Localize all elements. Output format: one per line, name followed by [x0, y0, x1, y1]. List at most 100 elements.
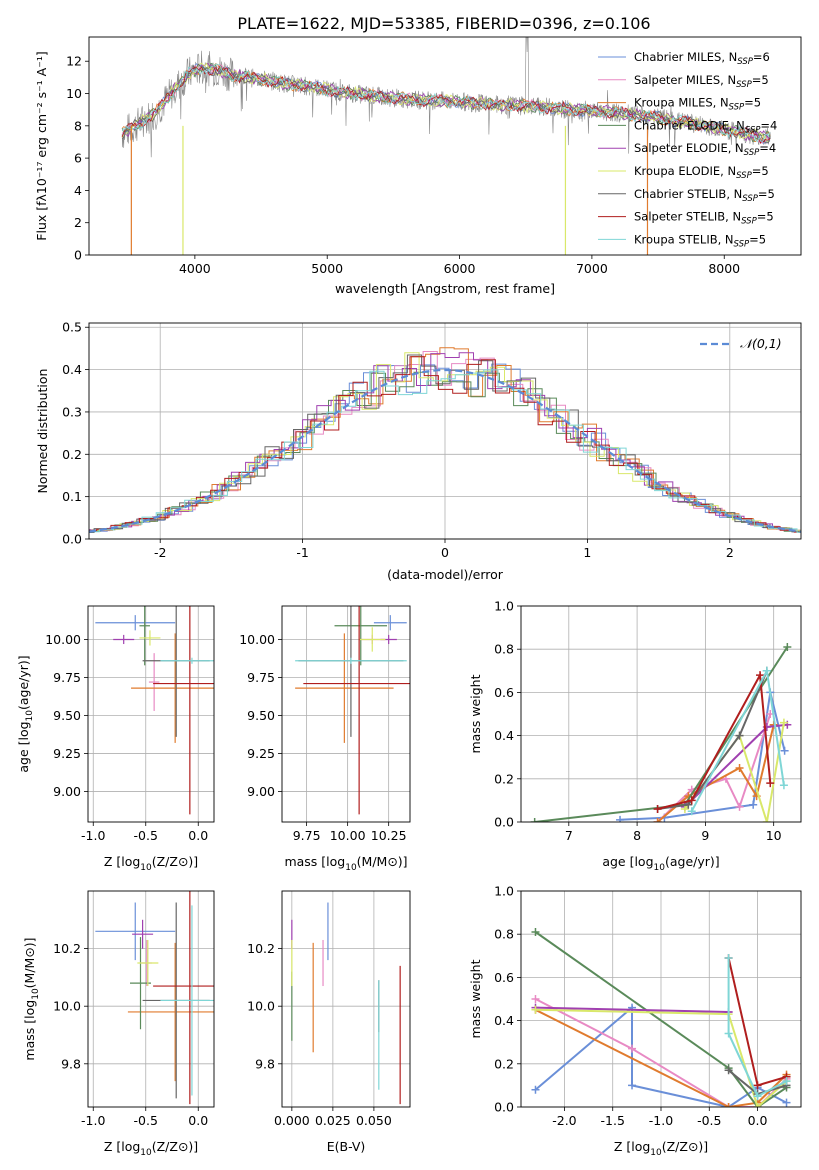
weight-marker [724, 1029, 733, 1038]
legend-entry: Salpeter MILES, NSSP=5 [634, 73, 769, 90]
x-tick-label: 9 [701, 828, 709, 843]
y-tick-label: 12 [66, 54, 82, 69]
y-tick-label: 2 [74, 215, 82, 230]
legend-entry: Salpeter STELIB, NSSP=5 [634, 210, 774, 227]
x-axis-label-base: Z [log [614, 1139, 650, 1154]
y-tick-label: 9.75 [247, 670, 275, 685]
y-tick-label: 4 [74, 183, 82, 198]
series-salpeter-elodie [680, 720, 792, 811]
weight-marker [749, 800, 758, 809]
weight-marker [616, 815, 625, 822]
weight-line [534, 646, 789, 822]
legend-entry-val: =5 [744, 96, 761, 110]
weight-marker [735, 802, 744, 811]
weight-marker [780, 746, 789, 755]
weight-marker [782, 1098, 791, 1107]
legend-entry: Chabrier ELODIE, NSSP=4 [634, 118, 777, 135]
x-tick-label: -1.5 [601, 1113, 625, 1128]
weight-marker [687, 796, 696, 805]
y-tick-label: 9.8 [61, 1056, 81, 1071]
weight-vs-metallicity-panel: -2.0 -1.5 -1.0 -0.5 0.0 0.0 0.2 0.4 0.6 0.8 1.0 Z [… [468, 884, 802, 1158]
x-tick-label: -1.0 [81, 1113, 105, 1128]
weight-line [657, 671, 772, 810]
y-tick-label: 0.6 [494, 685, 514, 700]
weight-marker [653, 805, 662, 814]
series-kroupa-stelib [724, 953, 791, 1101]
weight-marker [762, 666, 771, 675]
y-axis-label-rest: (M/M⊙)] [22, 937, 37, 988]
x-tick-label: -2.0 [552, 1113, 576, 1128]
legend-entry: Chabrier MILES, NSSP=6 [634, 50, 770, 67]
x-axis-label: Z [log10(Z/Z⊙)] [614, 1139, 708, 1158]
errorbar-kroupa-miles [127, 942, 214, 1082]
errorbar-kroupa-miles [295, 633, 394, 743]
x-axis-label-rest: (M/M⊙)] [357, 854, 408, 869]
error-bars [295, 606, 410, 815]
y-tick-label: 0.2 [494, 771, 514, 786]
y-tick-label: 1.0 [494, 599, 514, 614]
y-axis-label-sub: 10 [25, 710, 35, 722]
weight-marker [531, 1085, 540, 1094]
x-tick-label: -0.5 [134, 828, 158, 843]
errorbar-salpeter-stelib [153, 606, 214, 815]
y-tick-label: 9.50 [53, 708, 81, 723]
axes-frame [88, 36, 802, 256]
x-tick-label: 0.000 [274, 1113, 310, 1128]
observed-spectrum [121, 37, 771, 158]
legend-entry-base: Chabrier ELODIE, N [634, 118, 745, 132]
weight-line [534, 1005, 787, 1107]
weight-line [727, 958, 787, 1098]
weight-lines [531, 928, 791, 1107]
legend-entry-sub: SSP [745, 125, 761, 135]
legend-entry-val: =4 [760, 118, 777, 132]
weight-marker [756, 671, 765, 680]
legend-entry-val: =6 [753, 50, 770, 64]
legend-entry-val: =5 [757, 210, 774, 224]
legend-entry: Kroupa STELIB, NSSP=5 [634, 232, 766, 249]
errorbar-kroupa-elodie [359, 627, 386, 652]
weight-marker [531, 1005, 540, 1014]
legend-entry: Chabrier STELIB, NSSP=5 [634, 187, 775, 204]
errorbar-kroupa-stelib [295, 657, 407, 664]
weight-line [535, 1008, 788, 1107]
x-axis-label-base: Z [log [104, 1139, 140, 1154]
y-axis-label: mass [log10(M/M⊙)] [22, 937, 41, 1060]
x-axis-label: Z [log10(Z/Z⊙)] [104, 1139, 198, 1158]
normal-curve [89, 368, 801, 533]
legend-entry-base: Kroupa ELODIE, N [634, 164, 736, 178]
x-tick-label: 1 [583, 545, 591, 560]
axes-frame [88, 322, 802, 540]
legend: Chabrier MILES, NSSP=6 Salpeter MILES, NS… [598, 50, 777, 249]
x-tick-label: 8 [633, 828, 641, 843]
y-tick-label: 0.0 [494, 815, 514, 830]
x-tick-label: 2 [726, 545, 734, 560]
x-tick-label: 5000 [311, 261, 343, 276]
legend-entry: 𝒩(0,1) [740, 336, 782, 351]
legend-entry-val: =5 [752, 164, 769, 178]
legend-entry: Salpeter ELODIE, NSSP=4 [634, 141, 776, 158]
y-axis-label-sub: 10 [31, 988, 41, 1000]
x-axis-label: age [log10(age/yr)] [602, 854, 719, 873]
x-tick-label: 0.050 [356, 1113, 392, 1128]
axes-frame [281, 605, 411, 823]
y-tick-label: 10.0 [247, 999, 275, 1014]
x-axis-label: mass [log10(M/M⊙)] [284, 854, 407, 873]
y-tick-label: 9.50 [247, 708, 275, 723]
x-tick-label: -1.0 [81, 828, 105, 843]
y-tick-label: 0.3 [62, 404, 82, 419]
legend-entry: Kroupa MILES, NSSP=5 [634, 96, 761, 113]
x-tick-label: -0.5 [697, 1113, 721, 1128]
y-tick-label: 10.00 [239, 632, 275, 647]
legend-entry-val: =5 [752, 73, 769, 87]
model-kroupa-stelib [121, 63, 771, 143]
y-tick-label: 0 [74, 248, 82, 263]
series-kroupa-stelib [687, 666, 788, 816]
age-vs-mass-panel: 9.75 10.00 10.25 9.00 9.25 9.50 9.75 10.00 mass … [239, 605, 411, 873]
x-tick-label: 0.0 [188, 1113, 208, 1128]
x-axis-label-base: Z [log [104, 854, 140, 869]
spectrum-traces [121, 37, 771, 255]
axes-frame [87, 890, 215, 1108]
y-tick-label: 9.75 [53, 670, 81, 685]
x-tick-label: 10.25 [371, 828, 407, 843]
weight-line [534, 931, 788, 1107]
